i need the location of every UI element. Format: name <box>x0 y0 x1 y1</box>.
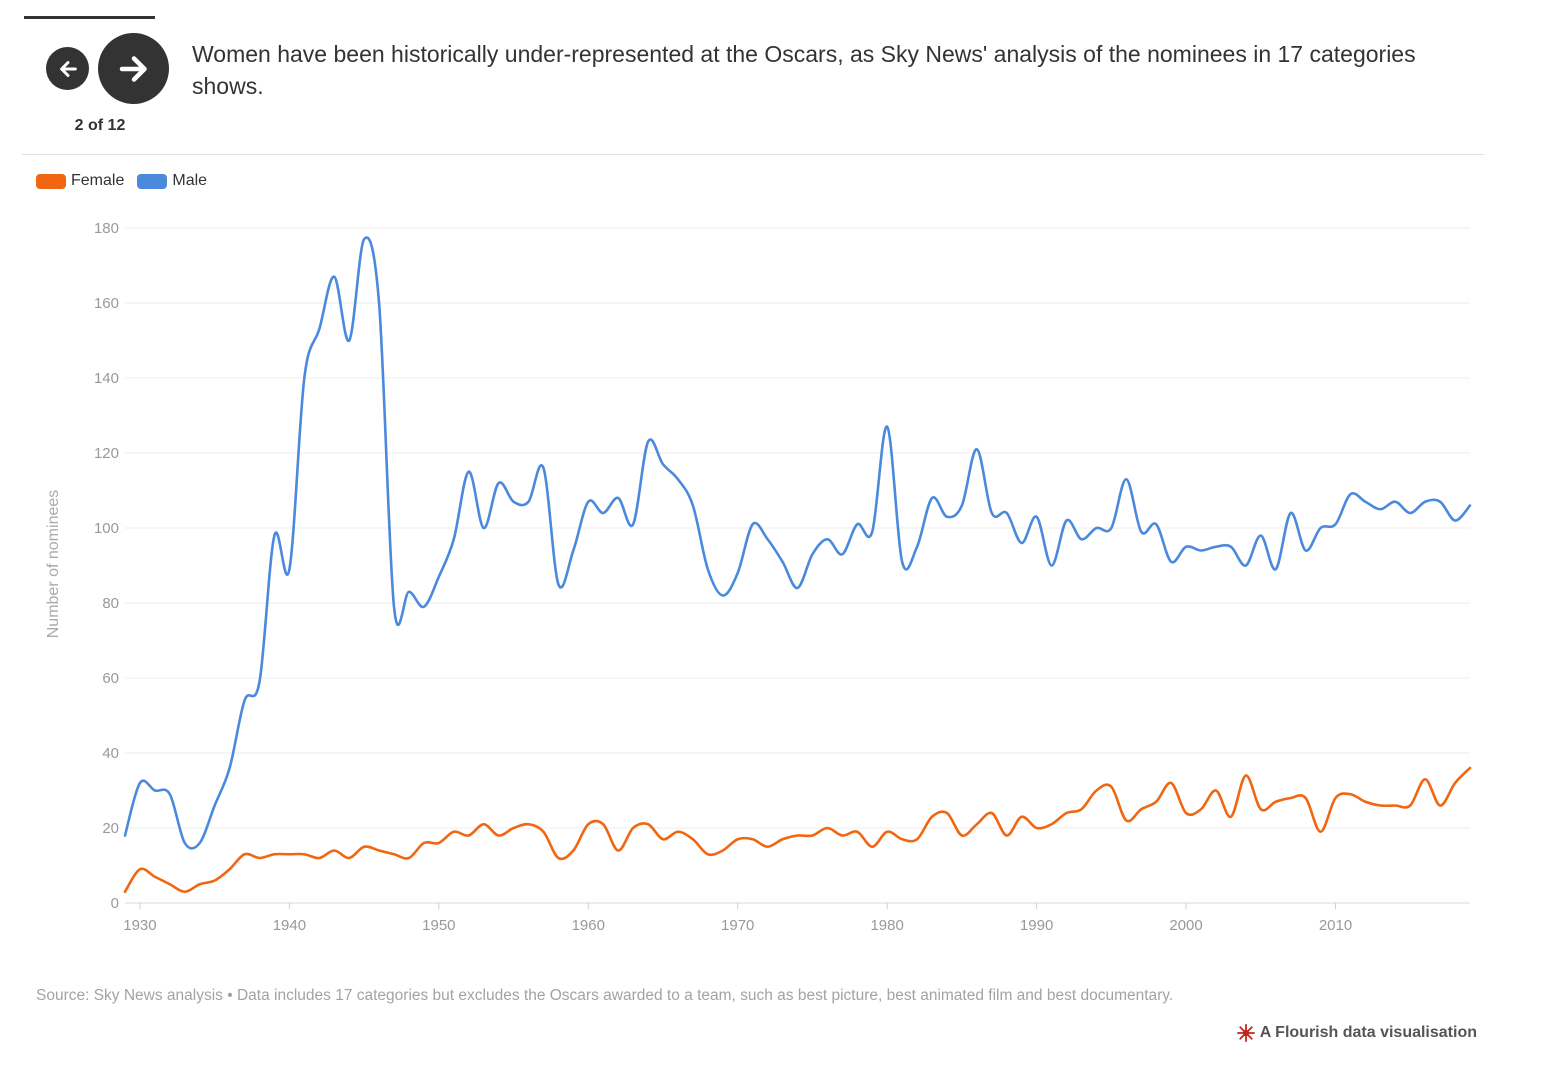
legend-label-male: Male <box>172 172 208 189</box>
series-line-male <box>123 236 1472 850</box>
y-tick-label: 120 <box>94 445 119 462</box>
x-axis-ticks: 1930 1940 1950 1960 1970 1980 1990 2000 2010 <box>123 903 1352 934</box>
story-progress-bar <box>24 16 155 19</box>
y-tick-label: 40 <box>102 745 119 762</box>
legend-item-female[interactable]: Female <box>36 172 124 190</box>
y-tick-label: 160 <box>94 295 119 312</box>
flourish-logo-icon <box>1236 1024 1255 1042</box>
x-tick-label: 1990 <box>1020 917 1053 934</box>
previous-slide-button[interactable] <box>46 47 89 90</box>
x-tick-label: 1980 <box>870 917 903 934</box>
y-axis-title: Number of nominees <box>45 490 62 639</box>
legend-item-male[interactable]: Male <box>137 172 207 190</box>
chart-legend: Female Male <box>36 172 220 190</box>
credit-text: A Flourish data visualisation <box>1259 1024 1477 1041</box>
x-tick-label: 1960 <box>572 917 605 934</box>
source-note: Source: Sky News analysis • Data include… <box>36 987 1174 1004</box>
gridlines <box>125 227 1470 904</box>
story-navigation: 2 of 12 <box>46 33 174 143</box>
x-tick-label: 2010 <box>1319 917 1352 934</box>
series-line-female <box>123 766 1472 894</box>
x-tick-label: 1940 <box>273 917 306 934</box>
series-lines <box>123 236 1472 894</box>
slide-caption: Women have been historically under-repre… <box>192 41 1416 99</box>
arrow-left-icon <box>59 60 77 77</box>
legend-swatch-female <box>36 173 66 189</box>
next-slide-button[interactable] <box>98 33 169 104</box>
x-tick-label: 1930 <box>123 917 156 934</box>
flourish-credit-link[interactable]: A Flourish data visualisation <box>1236 1024 1477 1042</box>
y-tick-label: 20 <box>102 820 119 837</box>
y-tick-label: 180 <box>94 220 119 237</box>
x-tick-label: 1950 <box>422 917 455 934</box>
slide-counter: 2 of 12 <box>74 117 126 134</box>
x-tick-label: 1970 <box>721 917 754 934</box>
header-divider <box>22 154 1484 155</box>
y-tick-label: 140 <box>94 370 119 387</box>
line-chart: 0 20 40 60 80 100 120 140 160 180 1930 1940 1950 196… <box>45 220 1472 934</box>
legend-label-female: Female <box>71 172 125 189</box>
arrow-right-icon <box>119 55 147 82</box>
y-axis-ticks: 0 20 40 60 80 100 120 140 160 180 <box>94 220 119 912</box>
y-tick-label: 60 <box>102 670 119 687</box>
y-tick-label: 100 <box>94 520 119 537</box>
legend-swatch-male <box>137 173 168 189</box>
y-tick-label: 80 <box>102 595 119 612</box>
x-tick-label: 2000 <box>1169 917 1202 934</box>
y-tick-label: 0 <box>111 895 119 912</box>
